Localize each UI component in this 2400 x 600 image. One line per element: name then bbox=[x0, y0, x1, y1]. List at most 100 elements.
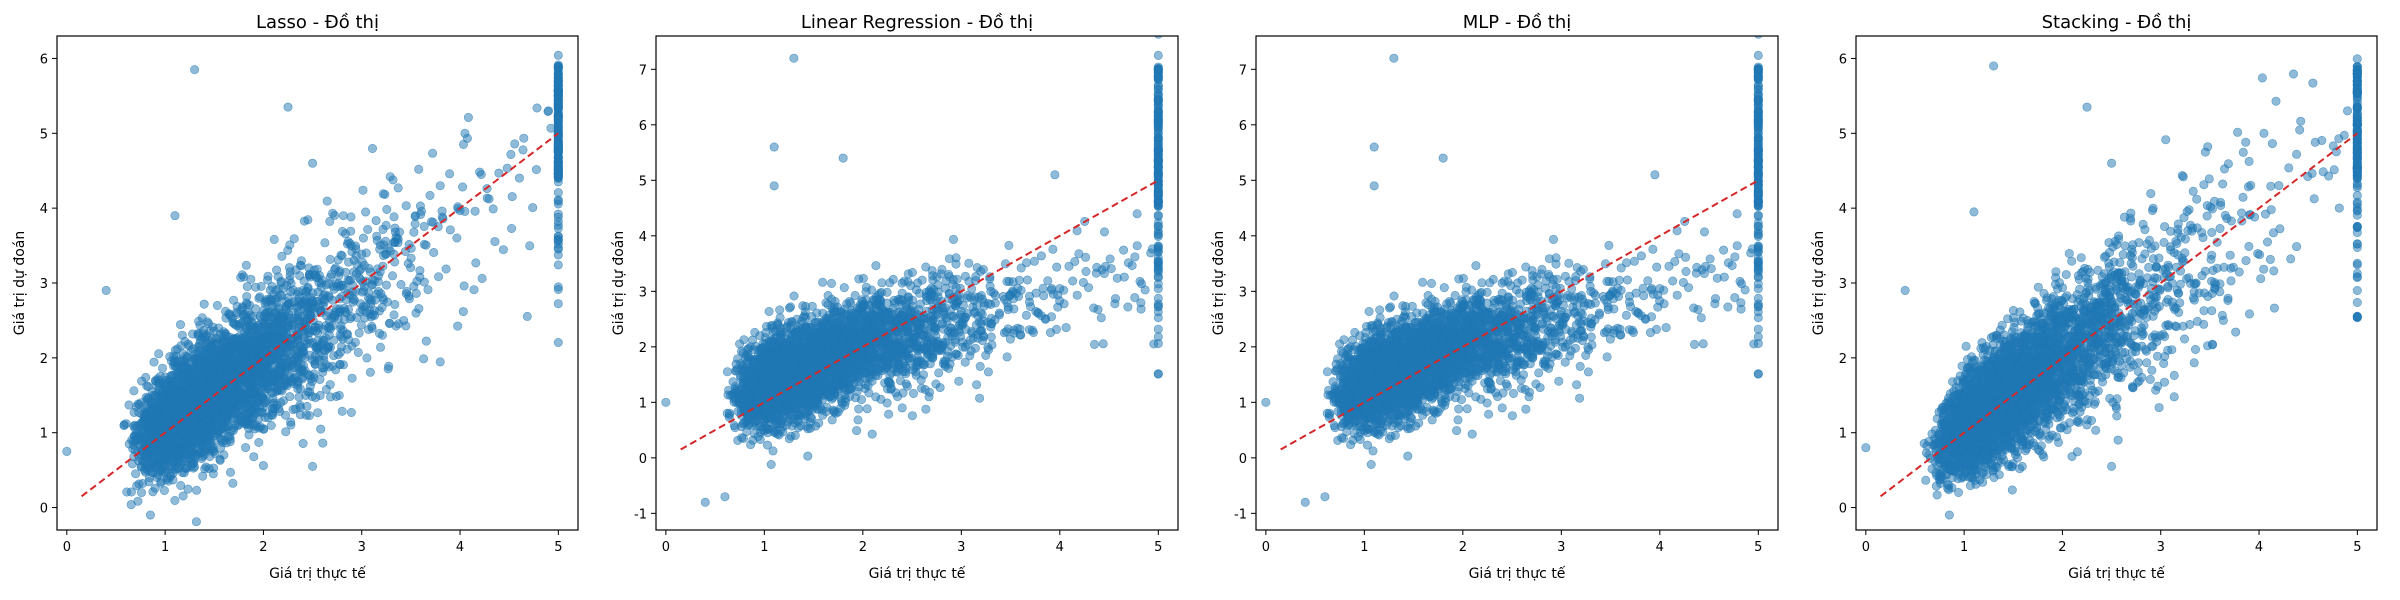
scatter-point bbox=[205, 452, 215, 462]
scatter-point bbox=[246, 274, 256, 284]
scatter-point bbox=[346, 212, 356, 222]
scatter-point bbox=[553, 99, 563, 109]
scatter-point bbox=[130, 420, 140, 430]
scatter-point bbox=[254, 437, 264, 447]
scatter-point bbox=[284, 299, 294, 309]
scatter-point bbox=[460, 206, 470, 216]
scatter-point bbox=[381, 280, 391, 290]
scatter-point bbox=[393, 319, 403, 329]
scatter-point bbox=[305, 272, 315, 282]
scatter-point bbox=[325, 216, 335, 226]
scatter-point bbox=[390, 299, 400, 309]
scatter-point bbox=[435, 357, 445, 367]
scatter-point bbox=[313, 287, 323, 297]
scatter-point bbox=[553, 112, 563, 122]
scatter-point bbox=[409, 227, 419, 237]
scatter-point bbox=[119, 421, 129, 431]
scatter-point-outlier bbox=[544, 106, 554, 116]
scatter-point bbox=[1068, 276, 1078, 286]
scatter-point bbox=[198, 471, 208, 481]
scatter-point bbox=[260, 394, 270, 404]
scatter-point bbox=[189, 414, 199, 424]
chart-title: Lasso - Đồ thị bbox=[256, 12, 379, 33]
scatter-point bbox=[263, 275, 273, 285]
scatter-point bbox=[162, 404, 172, 414]
scatter-point bbox=[344, 257, 354, 267]
scatter-point bbox=[553, 284, 563, 294]
scatter-point-outlier bbox=[308, 461, 318, 471]
scatter-point bbox=[320, 238, 330, 248]
scatter-point bbox=[262, 297, 272, 307]
scatter-point bbox=[274, 303, 284, 313]
scatter-point bbox=[286, 376, 296, 386]
scatter-point bbox=[404, 240, 414, 250]
scatter-point bbox=[1098, 339, 1108, 349]
scatter-point bbox=[498, 245, 508, 255]
scatter-point bbox=[151, 402, 161, 412]
scatter-point bbox=[484, 194, 494, 204]
scatter-point bbox=[373, 271, 383, 281]
scatter-point bbox=[532, 103, 542, 113]
scatter-point bbox=[531, 165, 541, 175]
scatter-point bbox=[553, 299, 563, 309]
scatter-point bbox=[198, 329, 208, 339]
scatter-point bbox=[325, 392, 335, 402]
scatter-point bbox=[207, 334, 217, 344]
scatter-point bbox=[318, 293, 328, 303]
scatter-point bbox=[1096, 313, 1106, 323]
scatter-point bbox=[273, 284, 283, 294]
scatter-point bbox=[388, 175, 398, 185]
scatter-point bbox=[196, 420, 206, 430]
scatter-point bbox=[502, 163, 512, 173]
scatter-point bbox=[324, 341, 334, 351]
scatter-point bbox=[303, 215, 313, 225]
scatter-point-outlier bbox=[170, 211, 180, 221]
scatter-point bbox=[156, 465, 166, 475]
scatter-point bbox=[180, 380, 190, 390]
scatter-point bbox=[254, 325, 264, 335]
scatter-point bbox=[348, 287, 358, 297]
y-axis-label: Giá trị dự đoán bbox=[12, 231, 28, 335]
scatter-point bbox=[435, 181, 445, 191]
scatter-point bbox=[124, 400, 134, 410]
scatter-point bbox=[258, 461, 268, 471]
y-tick-label: 0 bbox=[40, 502, 48, 517]
scatter-point bbox=[344, 275, 354, 285]
scatter-point bbox=[324, 330, 334, 340]
scatter-point bbox=[371, 216, 381, 226]
scatter-point bbox=[313, 328, 323, 338]
scatter-point bbox=[171, 448, 181, 458]
scatter-point bbox=[382, 205, 392, 215]
scatter-point bbox=[286, 417, 296, 427]
scatter-point bbox=[1132, 209, 1142, 219]
scatter-point bbox=[218, 415, 228, 425]
scatter-point bbox=[298, 367, 308, 377]
scatter-point bbox=[272, 265, 282, 275]
scatter-point bbox=[378, 189, 388, 199]
scatter-point bbox=[411, 288, 421, 298]
scatter-point bbox=[275, 368, 285, 378]
scatter-point bbox=[391, 232, 401, 242]
scatter-point bbox=[519, 133, 529, 143]
scatter-point bbox=[208, 469, 218, 479]
scatter-point bbox=[401, 201, 411, 211]
scatter-point bbox=[416, 206, 426, 216]
scatter-point bbox=[148, 487, 158, 497]
scatter-point bbox=[372, 231, 382, 241]
scatter-point bbox=[553, 337, 563, 347]
scatter-point bbox=[389, 310, 399, 320]
scatter-point bbox=[363, 225, 373, 235]
scatter-point bbox=[351, 269, 361, 279]
scatter-point bbox=[490, 237, 500, 247]
scatter-point bbox=[176, 320, 186, 330]
scatter-point bbox=[295, 260, 305, 270]
scatter-point bbox=[139, 449, 149, 459]
y-tick-label: 3 bbox=[40, 277, 48, 292]
y-tick-label: 1 bbox=[40, 427, 48, 442]
scatter-point-outlier bbox=[62, 446, 72, 456]
scatter-point bbox=[184, 443, 194, 453]
scatter-point bbox=[347, 373, 357, 383]
scatter-point-outlier bbox=[308, 158, 318, 168]
scatter-point bbox=[260, 380, 270, 390]
scatter-point bbox=[293, 307, 303, 317]
